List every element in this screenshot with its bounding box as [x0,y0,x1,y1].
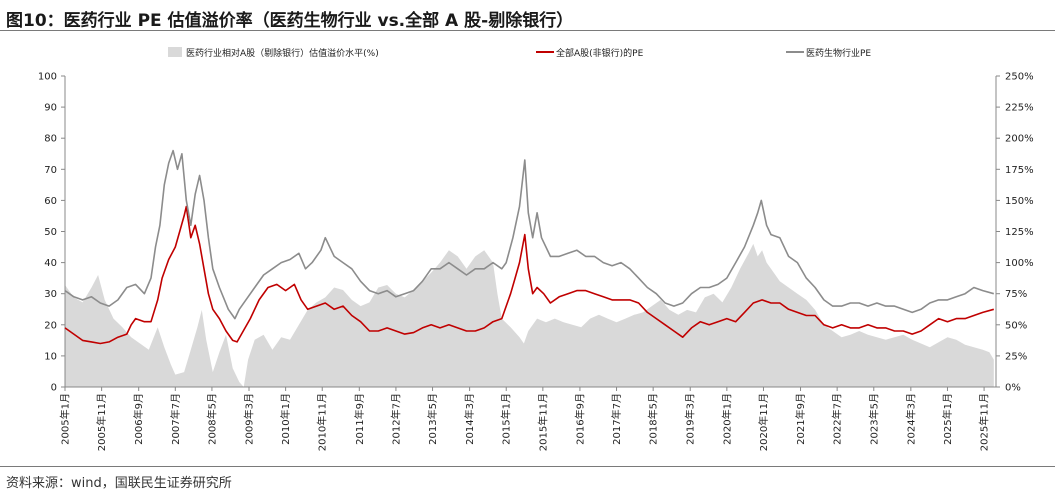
x-tick-label: 2009年3月 [243,393,256,445]
legend: 医药行业相对A股（剔除银行）估值溢价水平(%) 全部A股(非银行)的PE 医药生物行… [168,47,871,59]
x-tick-label: 2007年7月 [169,393,182,445]
axes-layer: 0 10 20 30 40 50 60 70 80 90 100 0% 25% 50% 75% 100% 125… [38,72,1034,452]
x-tick-label: 2025年1月 [941,393,954,445]
x-tick-label: 2010年11月 [316,393,329,451]
y-right-tick-label: 150% [1005,196,1034,207]
y-left-tick-label: 30 [44,289,57,300]
premium-area-layer [65,243,994,387]
y-right-tick-label: 75% [1005,289,1027,300]
x-tick-label: 2018年5月 [647,393,660,445]
x-tick-label: 2020年1月 [720,393,733,445]
legend-label-all-a-pe: 全部A股(非银行)的PE [556,47,644,59]
y-right-tick-label: 50% [1005,320,1027,331]
y-left-tick-label: 60 [44,196,57,207]
legend-label-pharma-pe: 医药生物行业PE [806,47,871,59]
x-tick-label: 2019年3月 [684,393,697,445]
legend-swatch-premium [168,47,182,57]
x-tick-label: 2024年3月 [904,393,917,445]
y-left-tick-label: 50 [44,227,57,238]
x-tick-label: 2010年1月 [279,393,292,445]
y-left-tick-label: 10 [44,351,57,362]
y-right-tick-label: 125% [1005,227,1034,238]
line-layer [64,149,995,345]
x-tick-label: 2014年3月 [463,393,476,445]
y-left-tick-label: 100 [38,72,57,83]
all-a-pe-series [64,205,995,345]
y-right-tick-label: 0% [1005,383,1021,394]
title-divider [0,30,1055,31]
y-left-tick-label: 20 [44,320,57,331]
y-right-tick-label: 25% [1005,351,1027,362]
x-tick-label: 2011年9月 [353,393,366,445]
x-tick-label: 2023年5月 [867,393,880,445]
chart-title: 图10：医药行业 PE 估值溢价率（医药生物行业 vs.全部 A 股-剔除银行） [6,11,574,31]
legend-label-premium: 医药行业相对A股（剔除银行）估值溢价水平(%) [186,47,379,59]
source-note: 资料来源：wind，国联民生证券研究所 [6,476,232,491]
x-tick-label: 2017年7月 [610,393,623,445]
chart-canvas: 医药行业相对A股（剔除银行）估值溢价水平(%) 全部A股(非银行)的PE 医药生物行… [38,47,1034,452]
premium-area-series [65,243,994,387]
pharma-pe-series [64,149,995,320]
x-tick-label: 2013年5月 [426,393,439,445]
x-tick-label: 2022年7月 [831,393,844,445]
y-right-tick-label: 250% [1005,72,1034,83]
x-tick-label: 2021年9月 [794,393,807,445]
y-left-tick-label: 0 [51,383,57,394]
y-right-tick-label: 225% [1005,103,1034,114]
source-divider [0,466,1055,467]
y-left-tick-label: 70 [44,165,57,176]
x-tick-label: 2015年11月 [536,393,549,451]
x-tick-label: 2016年9月 [573,393,586,445]
x-tick-label: 2015年1月 [500,393,513,445]
x-tick-label: 2005年11月 [95,393,108,451]
y-left-tick-label: 90 [44,103,57,114]
x-tick-label: 2020年11月 [757,393,770,451]
y-left-tick-label: 40 [44,258,57,269]
x-tick-label: 2012年7月 [389,393,402,445]
x-tick-label: 2005年1月 [59,393,72,445]
x-tick-label: 2006年9月 [132,393,145,445]
y-right-tick-label: 100% [1005,258,1034,269]
y-right-tick-label: 175% [1005,165,1034,176]
x-tick-label: 2025年11月 [978,393,991,451]
y-right-tick-label: 200% [1005,134,1034,145]
y-left-tick-label: 80 [44,134,57,145]
x-tick-label: 2008年5月 [205,393,218,445]
